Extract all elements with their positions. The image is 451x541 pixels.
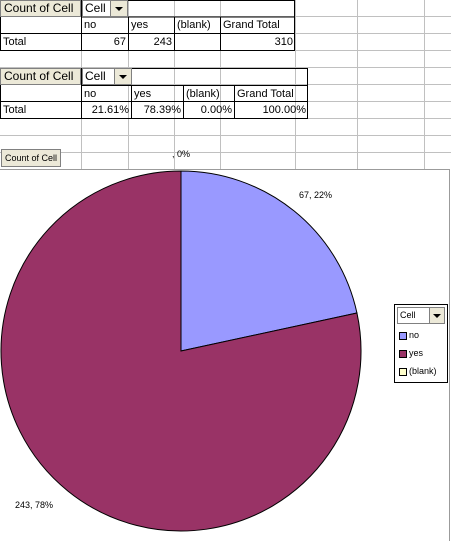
legend-item-blank: (blank) [399, 365, 437, 378]
table1-col-blank: (blank) [177, 19, 211, 31]
table1-col-yes: yes [131, 19, 149, 31]
legend-item-no: no [399, 329, 419, 342]
legend-swatch-no [399, 331, 407, 340]
table2-value-blank: 0.00% [200, 104, 232, 116]
table2-col-grand-total: Grand Total [237, 88, 294, 100]
table1-row-total: Total [3, 36, 27, 48]
table2-col-no: no [84, 88, 97, 100]
table1-cell-field-dropdown[interactable]: Cell [82, 0, 128, 17]
dropdown-arrow-icon[interactable] [114, 69, 131, 84]
data-label-yes: 243, 78% [15, 500, 54, 510]
table2-col-blank: (blank) [186, 88, 220, 100]
table2-value-no: 21.61% [91, 104, 129, 116]
table1-value-blank [175, 34, 220, 50]
table2-data-field-button[interactable]: Count of Cell [0, 68, 81, 85]
table2-value-grand-total: 100.00% [262, 104, 306, 116]
data-label-blank: , 0% [172, 149, 191, 159]
legend-label-no: no [409, 330, 420, 340]
chart-data-field-button[interactable]: Count of Cell [1, 149, 62, 167]
table1-col-grand-total: Grand Total [223, 19, 280, 31]
legend-field-label: Cell [400, 310, 416, 320]
dropdown-arrow-icon[interactable] [110, 1, 127, 16]
table1-value-grand-total: 310 [274, 36, 293, 48]
table2-value-yes: 78.39% [143, 104, 181, 116]
legend-label-blank: (blank) [409, 366, 437, 376]
data-label-no: 67, 22% [299, 190, 333, 200]
table1-value-no: 67 [113, 36, 126, 48]
table1-data-field-button[interactable]: Count of Cell [0, 0, 81, 17]
chart-legend[interactable]: Cell no yes (blank) [394, 304, 448, 383]
table1-value-yes: 243 [153, 36, 172, 48]
table2-cell-field-label: Cell [85, 69, 106, 83]
table1-col-no: no [84, 19, 97, 31]
legend-label-yes: yes [409, 348, 424, 358]
table2-row-total: Total [3, 104, 27, 116]
legend-cell-field-dropdown[interactable]: Cell [397, 307, 445, 324]
legend-swatch-blank [399, 367, 407, 376]
table2-col-yes: yes [134, 88, 152, 100]
table1-cell-field-label: Cell [85, 1, 106, 15]
chart-area[interactable] [0, 169, 450, 541]
table2-cell-field-dropdown[interactable]: Cell [82, 68, 132, 85]
legend-item-yes: yes [399, 347, 423, 360]
legend-swatch-yes [399, 349, 407, 358]
dropdown-arrow-icon[interactable] [429, 308, 444, 323]
